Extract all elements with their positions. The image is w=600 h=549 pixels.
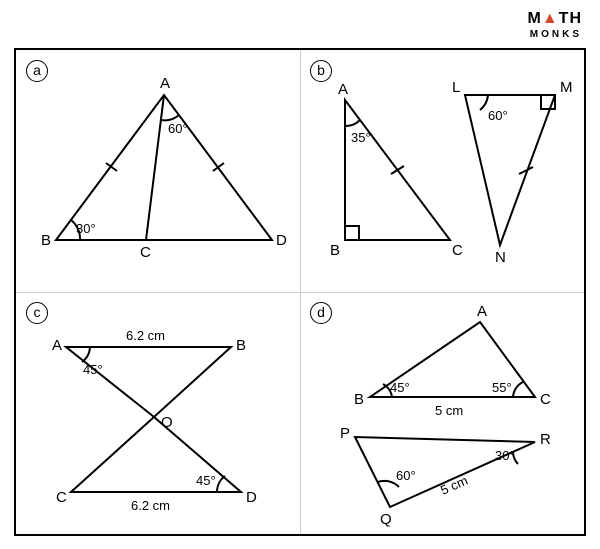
label-B2: B <box>330 242 340 259</box>
logo-th: TH <box>559 10 582 27</box>
angle-30: 30° <box>76 221 96 236</box>
label-Cd: C <box>540 391 551 408</box>
label-Ad: A <box>477 303 487 320</box>
label-O: O <box>161 414 173 431</box>
label-C: C <box>140 244 151 261</box>
len-qr: 5 cm <box>438 473 470 498</box>
figure-b: A B C L M N 35° 60° <box>300 50 586 294</box>
angle-45d: 45° <box>196 473 216 488</box>
label-R: R <box>540 431 551 448</box>
len-bot: 6.2 cm <box>131 498 170 513</box>
label-N: N <box>495 249 506 266</box>
figure-c: A B C D O 6.2 cm 6.2 cm 45° 45° <box>16 292 302 536</box>
angle-60: 60° <box>168 121 188 136</box>
angle-45b: 45° <box>390 380 410 395</box>
label-P: P <box>340 425 350 442</box>
angle-35: 35° <box>351 130 371 145</box>
angle-55: 55° <box>492 380 512 395</box>
figure-a: A B C D 60° 30° <box>16 50 302 294</box>
panel-b: b A B C L <box>300 50 584 292</box>
label-A: A <box>160 75 170 92</box>
angle-30r: 30° <box>495 448 515 463</box>
label-Bc: B <box>236 337 246 354</box>
label-M: M <box>560 79 573 96</box>
diagram-grid: a A B C D 60° 3 <box>14 48 586 536</box>
angle-60b: 60° <box>488 108 508 123</box>
len-top: 6.2 cm <box>126 328 165 343</box>
figure-d: A B C P Q R 45° 55° 5 cm 60° 30° 5 cm <box>300 292 586 536</box>
logo-triangle-icon: ▲ <box>542 10 559 27</box>
label-A2: A <box>338 81 348 98</box>
panel-d: d A B C P Q R 45° 55° <box>300 292 584 534</box>
label-Cc: C <box>56 489 67 506</box>
label-D: D <box>276 232 287 249</box>
label-Dc: D <box>246 489 257 506</box>
label-B: B <box>41 232 51 249</box>
label-Ac: A <box>52 337 62 354</box>
label-C2: C <box>452 242 463 259</box>
len-bc: 5 cm <box>435 403 463 418</box>
logo-sub: MONKS <box>528 28 583 42</box>
angle-45a: 45° <box>83 362 103 377</box>
panel-c: c A B C D O 6.2 cm 6.2 cm <box>16 292 300 534</box>
label-L: L <box>452 79 460 96</box>
panel-a: a A B C D 60° 3 <box>16 50 300 292</box>
label-Bd: B <box>354 391 364 408</box>
angle-60q: 60° <box>396 468 416 483</box>
logo-m: M <box>528 10 542 27</box>
logo: M▲TH MONKS <box>528 12 583 42</box>
label-Q: Q <box>380 511 392 528</box>
